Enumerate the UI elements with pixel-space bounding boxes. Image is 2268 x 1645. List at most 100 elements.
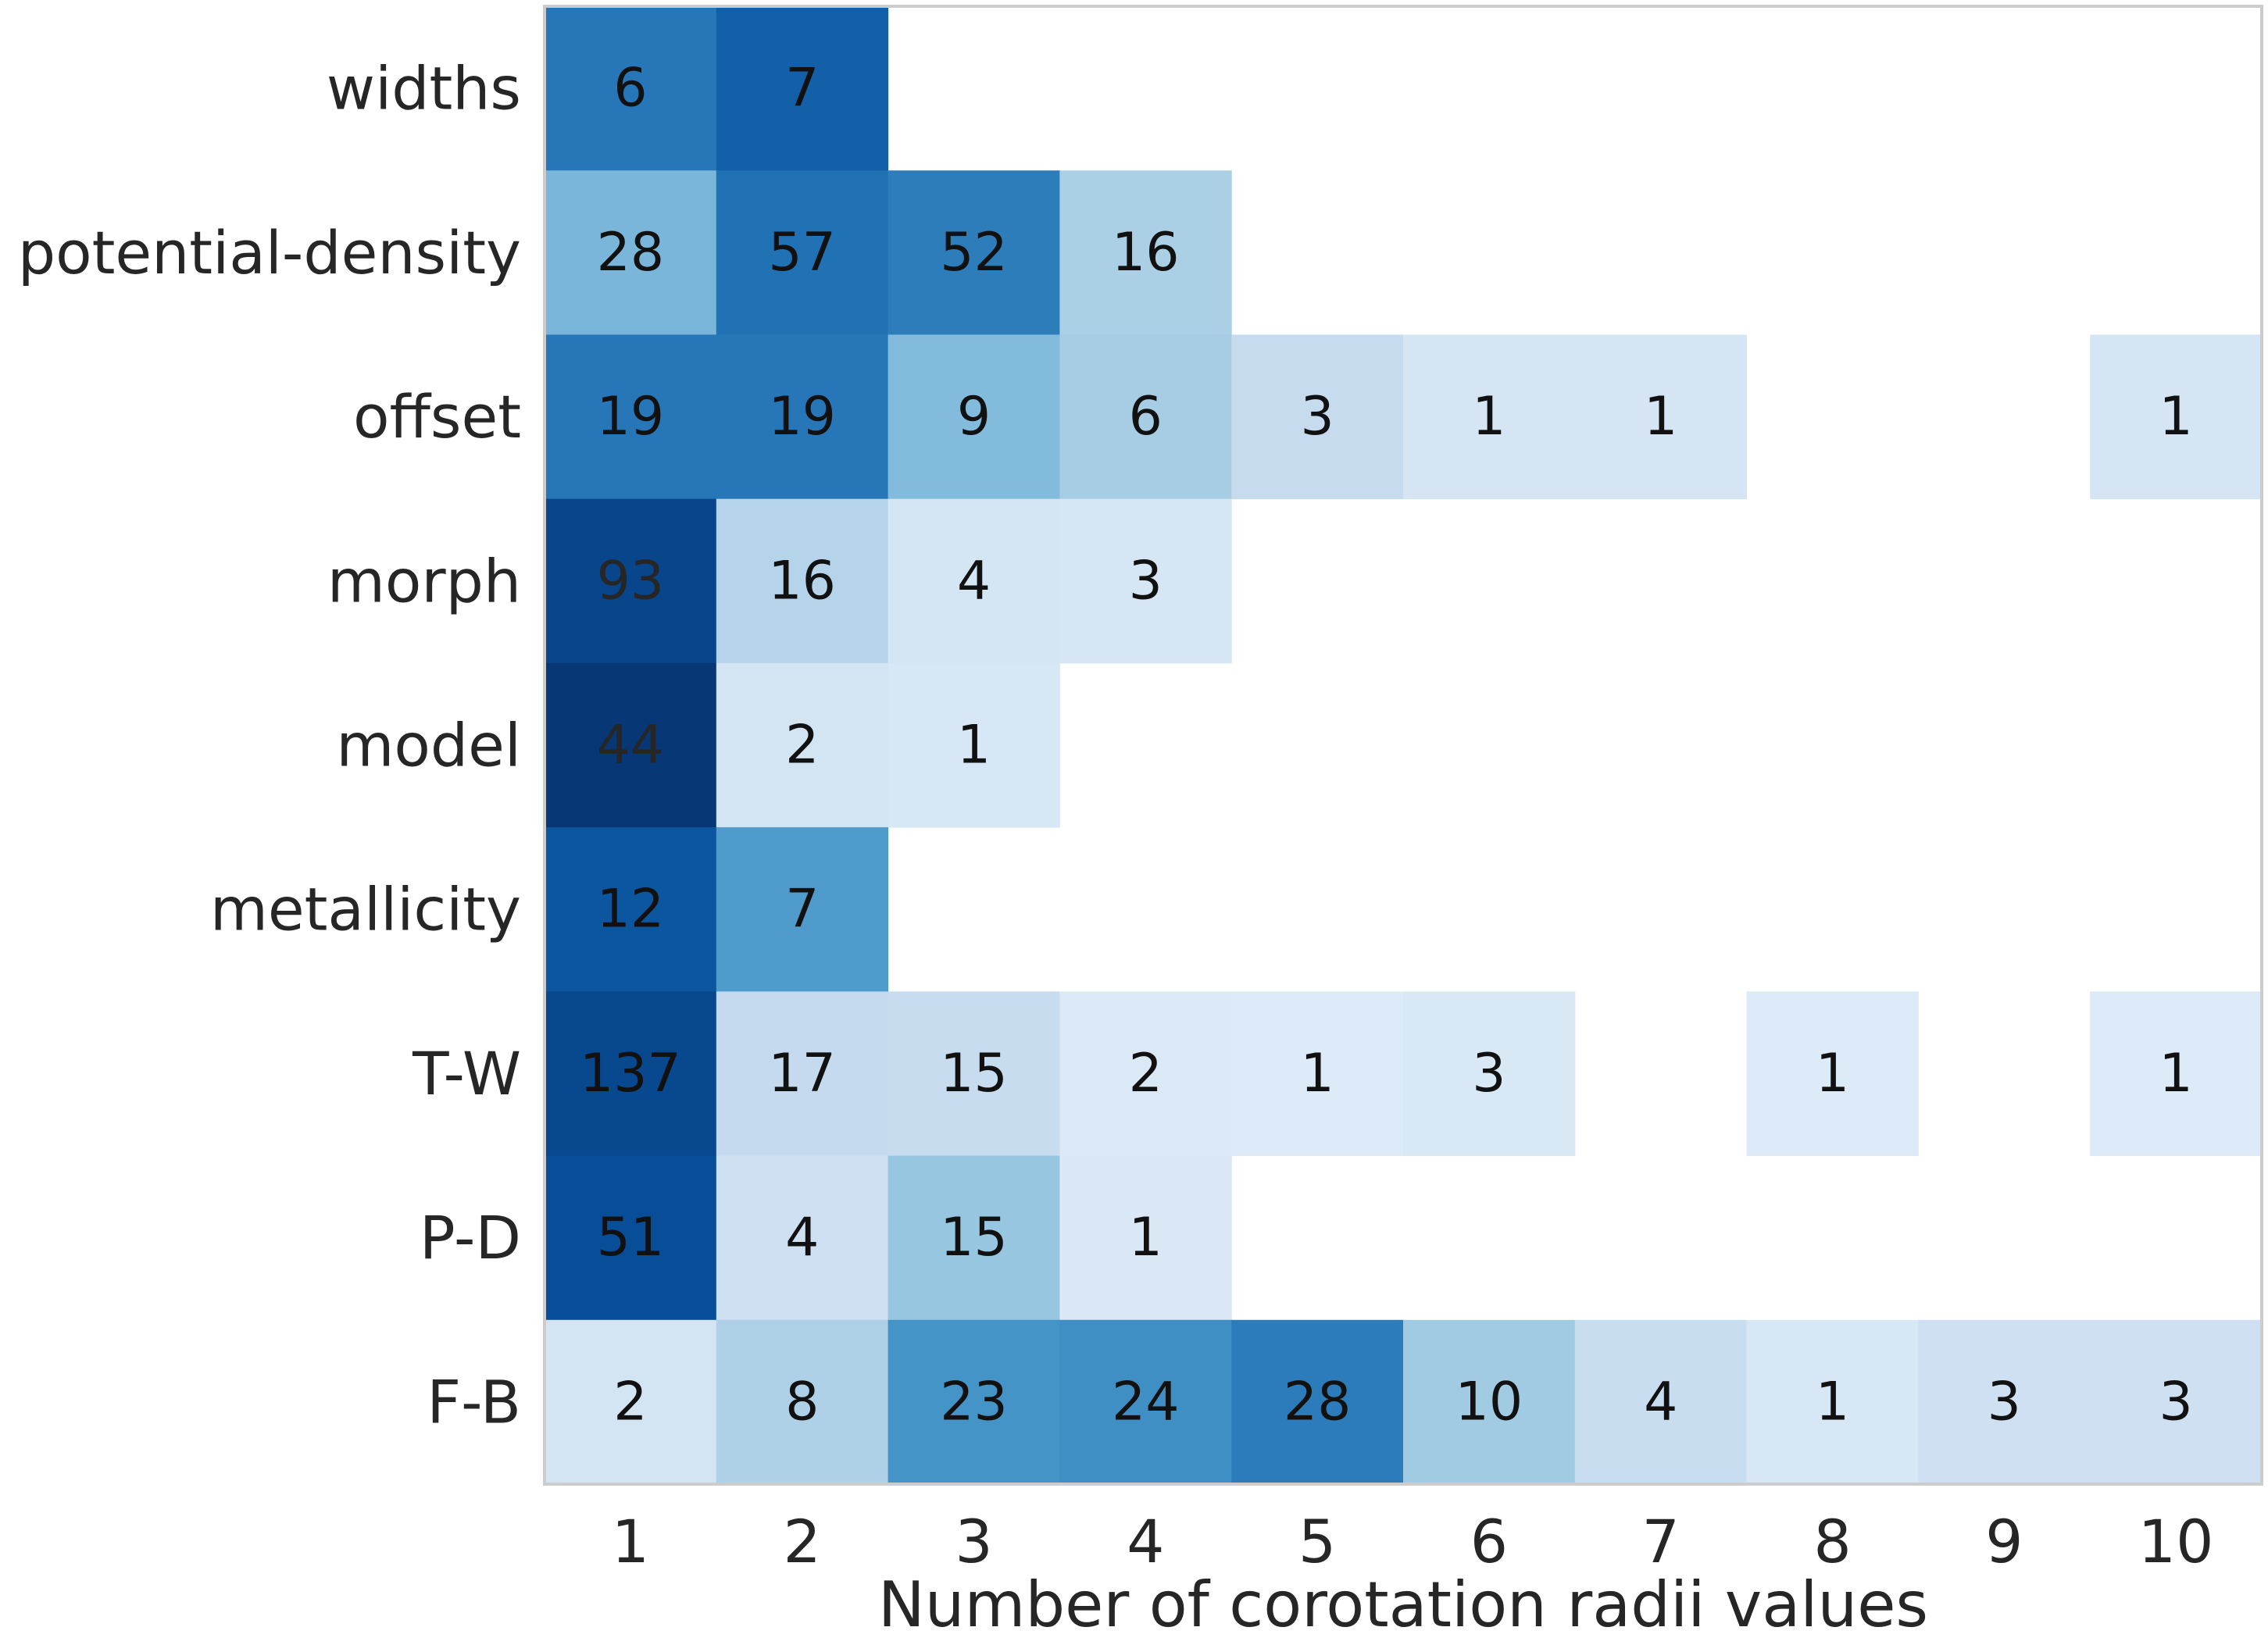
heatmap-cell-F-B-8 bbox=[1746, 1319, 1919, 1485]
heatmap-cell-T-W-8 bbox=[1746, 991, 1919, 1157]
x-tick-label: 7 bbox=[1642, 1507, 1680, 1576]
cell-value-label: 57 bbox=[768, 222, 836, 284]
x-axis-title: Number of corotation radii values bbox=[878, 1568, 1928, 1641]
heatmap-cell-offset-2 bbox=[716, 334, 889, 500]
cell-value-label: 3 bbox=[1988, 1371, 2021, 1433]
cell-value-label: 93 bbox=[597, 550, 665, 612]
x-tick-label: 3 bbox=[955, 1507, 992, 1576]
x-tick-label: 4 bbox=[1127, 1507, 1164, 1576]
cell-value-label: 16 bbox=[768, 550, 836, 612]
y-tick-label: T-W bbox=[412, 1039, 521, 1108]
heatmap-cell-potential-density-2 bbox=[716, 170, 889, 335]
y-tick-label: F-B bbox=[427, 1367, 521, 1436]
heatmap-cell-morph-3 bbox=[888, 498, 1060, 664]
y-tick-label: model bbox=[336, 711, 521, 780]
cell-value-label: 1 bbox=[1644, 386, 1677, 448]
cell-value-label: 23 bbox=[940, 1371, 1008, 1433]
y-tick-label: potential-density bbox=[18, 218, 521, 287]
heatmap-cell-potential-density-3 bbox=[888, 170, 1060, 335]
heatmap-cell-potential-density-1 bbox=[545, 170, 717, 335]
heatmap-cell-P-D-1 bbox=[545, 1155, 717, 1321]
plot-frame bbox=[543, 5, 2263, 1486]
heatmap-cell-F-B-3 bbox=[888, 1319, 1060, 1485]
heatmap-cell-offset-5 bbox=[1231, 334, 1404, 500]
x-tick-label: 1 bbox=[612, 1507, 649, 1576]
heatmap-cell-model-1 bbox=[545, 662, 717, 828]
cell-value-label: 1 bbox=[1300, 1043, 1334, 1104]
heatmap-cell-offset-6 bbox=[1403, 334, 1576, 500]
heatmap-cell-widths-1 bbox=[545, 6, 717, 171]
cell-value-label: 24 bbox=[1112, 1371, 1180, 1433]
x-tick-label: 2 bbox=[784, 1507, 821, 1576]
heatmap-cell-F-B-6 bbox=[1403, 1319, 1576, 1485]
x-tick-label: 8 bbox=[1813, 1507, 1851, 1576]
cell-value-label: 19 bbox=[768, 386, 836, 448]
heatmap-cell-morph-4 bbox=[1059, 498, 1232, 664]
cell-value-label: 1 bbox=[957, 715, 991, 776]
heatmap-cell-P-D-2 bbox=[716, 1155, 889, 1321]
heatmap-cell-metallicity-2 bbox=[716, 827, 889, 992]
cell-value-label: 28 bbox=[597, 222, 665, 284]
y-tick-label: P-D bbox=[420, 1203, 521, 1272]
x-tick-label: 10 bbox=[2138, 1507, 2214, 1576]
y-tick-labels: widths potential-density offset morph model m… bbox=[18, 54, 521, 1437]
heatmap-cell-P-D-3 bbox=[888, 1155, 1060, 1321]
y-tick-label: morph bbox=[327, 546, 521, 616]
heatmap-cell-offset-10 bbox=[2090, 334, 2263, 500]
heatmap-cell-T-W-5 bbox=[1231, 991, 1404, 1157]
heatmap-cell-F-B-9 bbox=[1918, 1319, 2091, 1485]
cell-value-label: 137 bbox=[580, 1043, 681, 1104]
cell-value-label: 3 bbox=[1300, 386, 1334, 448]
cell-value-label: 15 bbox=[940, 1207, 1008, 1269]
cell-value-label: 2 bbox=[785, 715, 819, 776]
y-tick-label: widths bbox=[327, 54, 521, 123]
heatmap-cell-F-B-2 bbox=[716, 1319, 889, 1485]
heatmap-cell-potential-density-4 bbox=[1059, 170, 1232, 335]
cell-value-label: 3 bbox=[1472, 1043, 1505, 1104]
heatmap-cell-model-2 bbox=[716, 662, 889, 828]
cell-value-label: 1 bbox=[1129, 1207, 1163, 1269]
heatmap-cell-T-W-1 bbox=[545, 991, 717, 1157]
heatmap-cell-T-W-4 bbox=[1059, 991, 1232, 1157]
cell-value-label: 4 bbox=[957, 550, 991, 612]
heatmap-cell-F-B-5 bbox=[1231, 1319, 1404, 1485]
x-tick-label: 6 bbox=[1470, 1507, 1508, 1576]
heatmap-cell-F-B-4 bbox=[1059, 1319, 1232, 1485]
x-tick-label: 9 bbox=[1985, 1507, 2023, 1576]
cell-value-label: 15 bbox=[940, 1043, 1008, 1104]
heatmap-cell-T-W-2 bbox=[716, 991, 889, 1157]
y-tick-label: metallicity bbox=[210, 875, 521, 944]
cell-value-label: 44 bbox=[597, 715, 665, 776]
heatmap-cell-morph-2 bbox=[716, 498, 889, 664]
cell-value-label: 1 bbox=[1816, 1371, 1849, 1433]
heatmap-cell-P-D-4 bbox=[1059, 1155, 1232, 1321]
cell-value-label: 6 bbox=[1129, 386, 1163, 448]
cell-value-label: 2 bbox=[1129, 1043, 1163, 1104]
cell-value-label: 1 bbox=[1472, 386, 1505, 448]
cell-value-label: 7 bbox=[785, 58, 819, 120]
cell-value-label: 2 bbox=[613, 1371, 647, 1433]
cell-value-label: 9 bbox=[957, 386, 991, 448]
cell-value-label: 7 bbox=[785, 879, 819, 940]
cell-value-label: 8 bbox=[785, 1371, 819, 1433]
cell-value-label: 28 bbox=[1284, 1371, 1352, 1433]
heatmap-cell-offset-7 bbox=[1574, 334, 1748, 500]
heatmap-cell-F-B-10 bbox=[2090, 1319, 2263, 1485]
heatmap-cell-offset-1 bbox=[545, 334, 717, 500]
heatmap-cell-morph-1 bbox=[545, 498, 717, 664]
heatmap-cell-offset-3 bbox=[888, 334, 1060, 500]
heatmap-cell-F-B-1 bbox=[545, 1319, 717, 1485]
heatmap-cell-T-W-10 bbox=[2090, 991, 2263, 1157]
cell-value-label: 16 bbox=[1112, 222, 1180, 284]
heatmap-cell-widths-2 bbox=[716, 6, 889, 171]
x-tick-label: 5 bbox=[1298, 1507, 1336, 1576]
cell-value-label: 1 bbox=[2159, 1043, 2192, 1104]
cell-value-label: 17 bbox=[768, 1043, 836, 1104]
cell-value-label: 6 bbox=[613, 58, 647, 120]
cell-value-label: 4 bbox=[785, 1207, 819, 1269]
cell-value-label: 1 bbox=[1816, 1043, 1849, 1104]
heatmap-cell-offset-4 bbox=[1059, 334, 1232, 500]
y-tick-label: offset bbox=[353, 382, 521, 451]
